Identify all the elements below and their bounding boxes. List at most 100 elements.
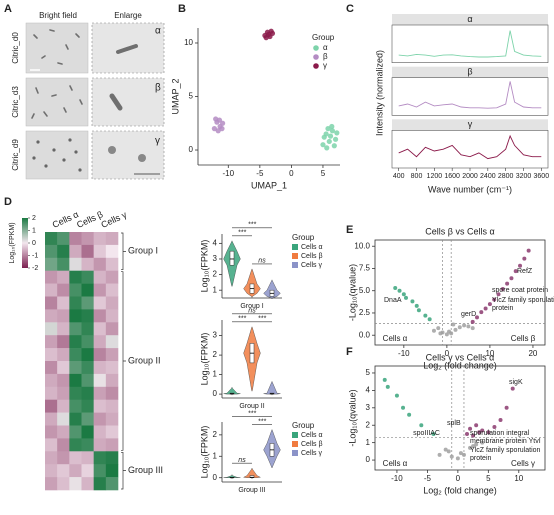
heatmap-cell	[45, 296, 58, 310]
x-tick-label: 2400	[480, 173, 496, 180]
y-tick-label: 2	[366, 420, 371, 429]
heatmap-cell	[57, 477, 70, 491]
point	[470, 326, 475, 331]
point	[325, 126, 331, 132]
y-axis-label: -Log₁₀(qvalue)	[347, 264, 357, 321]
plot-frame	[374, 239, 546, 346]
annotation: splB	[447, 420, 461, 427]
heatmap-cell	[93, 477, 107, 491]
heatmap-cell	[93, 438, 107, 452]
x-tick-label: 2000	[462, 173, 478, 180]
group-label: Group III	[128, 465, 163, 475]
colorbar-tick-label: -2	[32, 265, 38, 272]
heatmap-cell	[81, 412, 94, 426]
heatmap-cell	[45, 412, 58, 426]
point	[436, 326, 441, 331]
heatmap-cell	[105, 373, 119, 388]
point	[215, 128, 221, 134]
y-axis-label: Intensity (normalized)	[374, 50, 384, 136]
x-tick-label: -5	[424, 474, 432, 483]
heatmap-cell	[93, 361, 107, 375]
group-bracket	[121, 271, 126, 451]
colorbar	[22, 218, 28, 268]
heatmap-cell	[69, 451, 82, 465]
x-axis-label: Group III	[238, 487, 265, 494]
annotation: sigK	[509, 379, 523, 386]
facet-strip	[392, 119, 548, 131]
panel-letter: C	[346, 3, 354, 15]
y-tick-label: 1	[213, 285, 218, 294]
facet-title: γ	[468, 119, 473, 129]
heatmap-cell	[57, 296, 70, 310]
point	[401, 292, 406, 297]
heatmap-cell	[57, 373, 70, 388]
heatmap-cell	[69, 477, 82, 491]
heatmap-cell	[57, 425, 70, 439]
x-tick-label: 10	[514, 474, 523, 483]
heatmap-cell	[93, 464, 107, 478]
heatmap-cell	[81, 386, 94, 400]
point	[468, 426, 473, 431]
heatmap-cell	[45, 361, 58, 375]
image	[25, 22, 89, 74]
heatmap-cell	[105, 425, 119, 439]
heatmap-cell	[45, 425, 58, 439]
heatmap-cell	[45, 348, 58, 362]
point	[423, 313, 428, 318]
point	[513, 269, 518, 274]
point	[496, 292, 501, 297]
point	[211, 126, 218, 132]
point	[451, 322, 456, 327]
heatmap-cell	[93, 270, 107, 284]
x-axis-label: UMAP_1	[251, 180, 287, 190]
heatmap-cell	[81, 335, 94, 349]
enlarged-image	[91, 77, 165, 127]
heatmap-cell	[93, 425, 107, 439]
column-header: Bright field	[39, 11, 77, 20]
significance-label: ***	[248, 410, 256, 417]
heatmap-cell	[105, 399, 119, 413]
colorbar-tick-label: 0	[32, 240, 36, 247]
heatmap-cell	[45, 464, 58, 478]
point	[446, 449, 451, 454]
heatmap-cell	[105, 335, 119, 349]
heatmap-cell	[105, 361, 119, 375]
heatmap-cell	[69, 438, 82, 452]
point	[332, 136, 339, 142]
heatmap-cell	[105, 270, 119, 284]
heatmap-cell	[81, 451, 94, 465]
y-tick-label: 1	[213, 451, 218, 460]
legend-label: Cells γ	[301, 262, 323, 269]
point	[505, 281, 510, 286]
group-bracket	[121, 232, 126, 271]
point	[526, 248, 531, 253]
y-tick-label: 0.0	[359, 330, 371, 339]
x-tick-label: 2800	[498, 173, 514, 180]
y-tick-label: 4	[366, 385, 371, 394]
row-label: Citric_d0	[11, 32, 20, 64]
legend-label: Cells α	[301, 244, 323, 251]
heatmap-cell	[57, 348, 70, 362]
point	[268, 28, 274, 34]
violin-body	[263, 380, 281, 396]
point	[471, 444, 476, 449]
heatmap-cell	[57, 244, 70, 259]
point	[522, 256, 527, 261]
image	[25, 77, 89, 127]
point	[470, 319, 475, 324]
annotation: YlcZ family sporulation	[470, 447, 541, 454]
legend-label: Cells γ	[301, 450, 323, 457]
heatmap-cell	[105, 451, 119, 465]
heatmap-cell	[69, 348, 82, 362]
point	[444, 332, 449, 337]
point	[465, 431, 470, 436]
point	[431, 328, 436, 333]
point	[220, 120, 226, 126]
point	[219, 126, 225, 132]
y-tick-label: 2	[213, 430, 218, 439]
x-axis-label: Group I	[240, 303, 263, 310]
significance-label: ***	[238, 316, 246, 323]
annotation: YlcZ family sporulation	[492, 297, 554, 304]
heatmap-cell	[57, 464, 70, 478]
heatmap-cell	[93, 386, 107, 400]
